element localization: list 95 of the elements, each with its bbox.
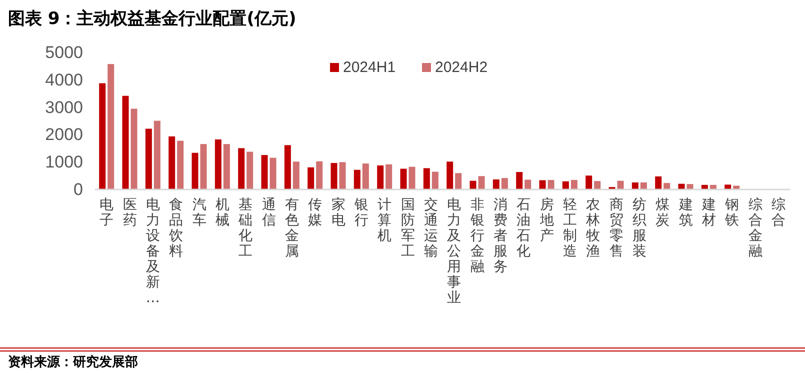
x-tick-label: 机械 xyxy=(215,197,230,228)
bar xyxy=(177,140,184,189)
x-tick-label: 电力及公用事业 xyxy=(447,197,462,306)
bar xyxy=(548,180,554,189)
x-tick-label: 非银行金融 xyxy=(469,197,484,275)
bar xyxy=(594,181,601,189)
bar xyxy=(130,108,138,189)
x-tick-label: 交通运输 xyxy=(424,197,438,260)
bar xyxy=(570,180,578,189)
x-tick-label: 通信 xyxy=(262,197,276,228)
bar xyxy=(446,162,454,189)
bar xyxy=(238,148,245,189)
y-tick-label: 0 xyxy=(74,180,83,199)
bar xyxy=(122,96,129,189)
bar xyxy=(408,166,416,189)
bar xyxy=(516,172,523,189)
x-tick-label: 消费者服务 xyxy=(493,197,508,275)
bar xyxy=(400,168,407,189)
x-tick-label: 电子 xyxy=(100,197,114,228)
bar xyxy=(710,184,716,189)
bar xyxy=(261,155,268,189)
x-tick-label: 银行 xyxy=(353,197,368,228)
bar xyxy=(678,184,685,189)
bar xyxy=(192,152,198,189)
bar xyxy=(501,178,508,189)
bar xyxy=(145,128,152,189)
bar xyxy=(724,184,732,189)
bar xyxy=(377,165,384,189)
bar xyxy=(316,161,323,189)
bar xyxy=(478,176,485,189)
x-tick-label: 商贸零售 xyxy=(609,197,624,260)
x-tick-label: 国防军工 xyxy=(400,197,415,260)
bar xyxy=(108,64,114,189)
x-tick-label: 建筑 xyxy=(678,197,693,228)
bar xyxy=(270,158,276,189)
bar xyxy=(640,182,647,189)
bar xyxy=(246,152,254,189)
legend-label: 2024H1 xyxy=(343,59,396,76)
bar xyxy=(292,162,300,189)
y-tick-label: 4000 xyxy=(45,70,83,90)
bar xyxy=(168,136,176,189)
x-tick-label: 综合金融 xyxy=(748,197,762,260)
y-tick-label: 2000 xyxy=(45,125,83,144)
bar xyxy=(223,144,230,189)
x-tick-label: 钢铁 xyxy=(724,197,740,228)
y-tick-label: 5000 xyxy=(45,43,83,62)
bar xyxy=(686,184,694,189)
x-tick-label: 家电 xyxy=(331,197,346,228)
x-tick-label: 汽车 xyxy=(192,197,206,228)
x-tick-label: 纺织服装 xyxy=(632,197,646,260)
bar xyxy=(455,173,462,189)
x-tick-label: 综合 xyxy=(771,197,786,228)
x-tick-label: 传媒 xyxy=(308,197,322,228)
bar xyxy=(664,182,670,189)
x-tick-label: 轻工制造 xyxy=(562,197,577,260)
x-tick-label: 医药 xyxy=(122,197,137,228)
bar xyxy=(99,83,106,189)
bar xyxy=(470,180,476,189)
bar xyxy=(562,181,569,189)
x-tick-label: 有色金属 xyxy=(284,197,299,260)
bar xyxy=(492,179,500,189)
y-tick-label: 1000 xyxy=(45,152,83,172)
bar xyxy=(733,186,740,189)
x-tick-label: 食品饮料 xyxy=(168,197,184,260)
title: 图表 9：主动权益基金行业配置(亿元) xyxy=(8,9,296,29)
bar xyxy=(423,168,430,189)
x-tick-label: 基础化工 xyxy=(238,197,253,260)
bar xyxy=(632,182,638,189)
bar xyxy=(214,139,222,189)
x-tick-label: 农林牧渔 xyxy=(585,197,600,260)
x-tick-label: 石油石化 xyxy=(516,197,531,260)
bar xyxy=(154,120,160,189)
text: 资料来源：研究发展部 xyxy=(8,354,138,370)
bar xyxy=(200,144,207,189)
x-tick-label: 房地产 xyxy=(538,197,554,244)
bar xyxy=(362,164,369,189)
bar xyxy=(524,180,532,189)
x-tick-label: 电力设备及新… xyxy=(146,197,160,306)
bar xyxy=(539,180,546,189)
bar xyxy=(354,170,360,189)
bar xyxy=(617,180,624,189)
bar xyxy=(339,162,346,189)
bar xyxy=(308,167,314,189)
bar xyxy=(586,176,592,189)
bar xyxy=(655,176,662,189)
bar xyxy=(432,172,438,189)
y-tick-label: 3000 xyxy=(45,98,83,117)
x-tick-label: 煤炭 xyxy=(656,197,670,228)
legend-label: 2024H2 xyxy=(435,59,488,76)
x-tick-label: 计算机 xyxy=(378,197,392,244)
bar xyxy=(330,162,338,189)
bar xyxy=(701,184,708,189)
bar xyxy=(284,145,291,189)
bar xyxy=(386,164,392,189)
x-tick-label: 建材 xyxy=(700,197,716,228)
